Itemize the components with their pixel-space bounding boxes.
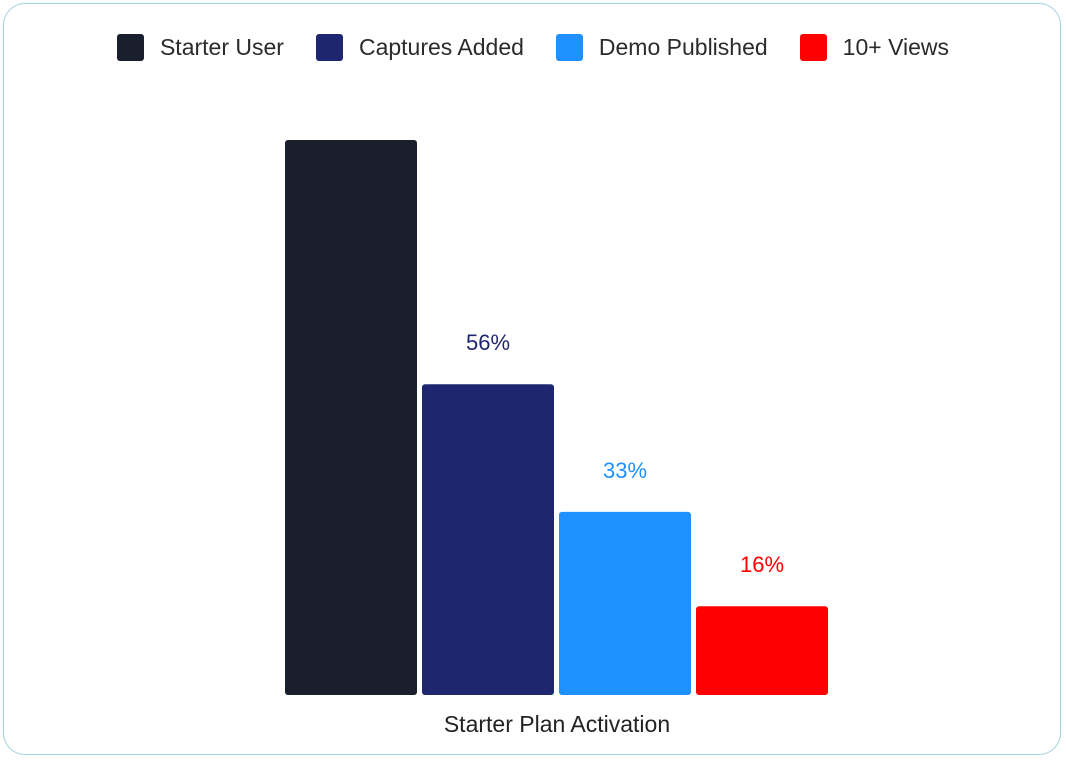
x-axis-label: Starter Plan Activation bbox=[444, 711, 670, 737]
legend-label-starter-user: Starter User bbox=[159, 34, 284, 60]
legend-item-demo-published: Demo Published bbox=[555, 34, 768, 61]
legend-item-starter-user: Starter User bbox=[116, 34, 284, 61]
data-label-captures-added: 56% bbox=[466, 330, 510, 355]
legend-swatch-captures-added bbox=[315, 34, 343, 61]
chart-legend: Starter User Captures Added Demo Publish… bbox=[4, 34, 1062, 61]
bar-starter-user bbox=[285, 140, 417, 695]
bar-10-plus-views bbox=[696, 606, 828, 695]
legend-item-10-plus-views: 10+ Views bbox=[799, 34, 950, 61]
legend-item-captures-added: Captures Added bbox=[315, 34, 524, 61]
data-label-10-plus-views: 16% bbox=[740, 552, 784, 577]
legend-swatch-10-plus-views bbox=[799, 34, 827, 61]
data-label-demo-published: 33% bbox=[603, 458, 647, 483]
legend-label-captures-added: Captures Added bbox=[358, 34, 524, 60]
legend-swatch-starter-user bbox=[116, 34, 144, 61]
bar-demo-published bbox=[559, 511, 691, 695]
legend-swatch-demo-published bbox=[555, 34, 583, 61]
bar-captures-added bbox=[422, 384, 554, 695]
legend-label-demo-published: Demo Published bbox=[598, 34, 768, 60]
legend-label-10-plus-views: 10+ Views bbox=[842, 34, 950, 60]
